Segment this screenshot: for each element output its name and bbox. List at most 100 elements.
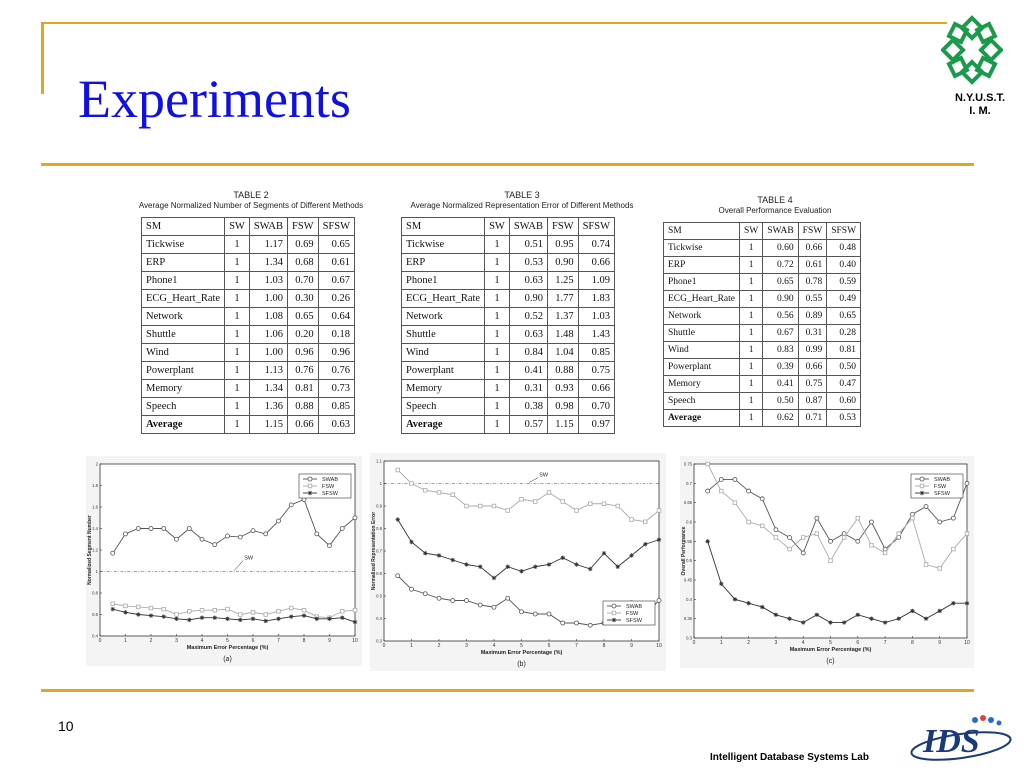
table-cell: 0.53: [826, 409, 862, 427]
data-point: [123, 610, 128, 615]
data-point: [276, 616, 281, 621]
y-tick-label: 0.4: [92, 634, 98, 639]
chart-svg: 0 1 2 3 4 5 6 7 8 9 10 0.4 0.6 0.8 1 1.2 1.4 1.6 1.8 2 Maxim…: [87, 462, 358, 664]
table-cell: 0.68: [287, 253, 319, 272]
y-tick-label: 0.4: [376, 616, 382, 621]
x-tick-label: 8: [911, 640, 914, 646]
table3-header-sw: SW: [484, 217, 510, 236]
table-row: Phone1 1 0.65 0.78 0.59: [662, 273, 862, 291]
data-point: [588, 566, 593, 572]
table-row: Shuttle 1 0.63 1.48 1.43: [400, 325, 616, 344]
table-cell: Network: [140, 307, 226, 326]
data-point: [869, 543, 874, 548]
y-tick-label: 0.6: [376, 571, 382, 576]
table-cell: 0.73: [317, 379, 356, 398]
data-point: [951, 601, 956, 606]
x-tick-label: 7: [277, 638, 280, 644]
legend-label: SWAB: [322, 477, 338, 483]
data-point: [314, 531, 320, 537]
data-point: [505, 564, 510, 569]
table3-number: TABLE 3: [504, 190, 540, 200]
data-point: [519, 609, 524, 615]
x-tick-label: 5: [226, 638, 229, 644]
y-tick-label: 1: [380, 481, 383, 486]
x-tick-label: 6: [548, 643, 551, 649]
data-point: [629, 553, 634, 558]
legend-marker: [611, 610, 617, 616]
table-cell: 1.08: [248, 307, 289, 326]
data-point: [340, 609, 345, 614]
table-cell: Shuttle: [400, 325, 486, 344]
table-cell: 0.83: [762, 341, 799, 359]
x-tick-label: 8: [603, 643, 606, 649]
table-cell: 1: [739, 358, 764, 376]
data-point: [615, 503, 620, 509]
table-cell: 0.95: [547, 235, 579, 254]
data-point: [212, 607, 217, 613]
data-point: [814, 515, 820, 521]
table-cell: Powerplant: [662, 358, 741, 376]
legend-marker: [611, 617, 617, 623]
table-cell: 0.89: [797, 307, 828, 325]
sw-reference-arrow: [234, 560, 244, 571]
table4-title: Overall Performance Evaluation: [718, 206, 832, 215]
data-point: [787, 535, 792, 540]
table-cell: 0.66: [577, 379, 616, 398]
data-point: [855, 515, 860, 521]
table-cell: 1.09: [577, 271, 616, 290]
table4-header-swab: SWAB: [762, 222, 799, 240]
series-line-sfsw: [707, 541, 967, 624]
table-cell: ERP: [140, 253, 226, 272]
table-cell: 1: [739, 392, 764, 410]
chart-sublabel: (a): [223, 656, 232, 663]
data-point: [436, 490, 442, 495]
table-cell: 0.63: [508, 325, 549, 344]
sw-reference-label: SW: [539, 473, 549, 479]
data-point: [801, 620, 806, 625]
data-point: [288, 502, 294, 508]
table-cell: 0.96: [287, 343, 319, 362]
table-cell: 0.69: [287, 235, 319, 254]
y-tick-label: 0.35: [684, 616, 693, 621]
table-cell: 0.74: [577, 235, 616, 254]
x-tick-label: 1: [720, 640, 723, 646]
data-point: [314, 616, 319, 621]
table-cell: 1: [739, 375, 764, 393]
page-number: 10: [58, 718, 74, 734]
table-cell: 0.31: [508, 379, 549, 398]
x-tick-label: 2: [438, 643, 441, 649]
data-point: [199, 607, 205, 613]
table-row: Phone1 1 0.63 1.25 1.09: [400, 271, 616, 290]
table-cell: 0.78: [797, 273, 828, 291]
data-point: [519, 569, 524, 574]
data-point: [340, 615, 345, 620]
table-cell: 0.63: [317, 415, 356, 434]
table-cell: 0.75: [577, 361, 616, 380]
table-cell: 0.28: [826, 324, 862, 342]
data-point: [801, 535, 806, 540]
table-cell: Speech: [662, 392, 741, 410]
data-point: [395, 467, 400, 473]
table-cell: 1.83: [577, 289, 616, 308]
y-tick-label: 0.75: [684, 462, 693, 467]
data-point: [505, 595, 511, 601]
data-point: [161, 606, 166, 612]
table-cell: 0.57: [508, 415, 549, 434]
data-point: [491, 575, 497, 581]
data-point: [560, 555, 565, 560]
table-cell: 1.34: [248, 379, 289, 398]
table-cell: 1.15: [547, 415, 579, 434]
y-tick-label: 1.2: [92, 548, 98, 553]
table4-header-fsw: FSW: [797, 222, 828, 240]
data-point: [869, 616, 874, 621]
data-point: [719, 488, 724, 494]
table-cell: 0.93: [547, 379, 579, 398]
x-tick-label: 10: [964, 640, 970, 646]
table2-caption: TABLE 2 Average Normalized Number of Seg…: [136, 190, 366, 211]
legend-label: FSW: [322, 484, 335, 490]
table-cell: 0.70: [577, 397, 616, 416]
nyust-logo-label: N.Y.U.S.T. I. M.: [940, 92, 1020, 118]
data-point: [187, 617, 192, 623]
